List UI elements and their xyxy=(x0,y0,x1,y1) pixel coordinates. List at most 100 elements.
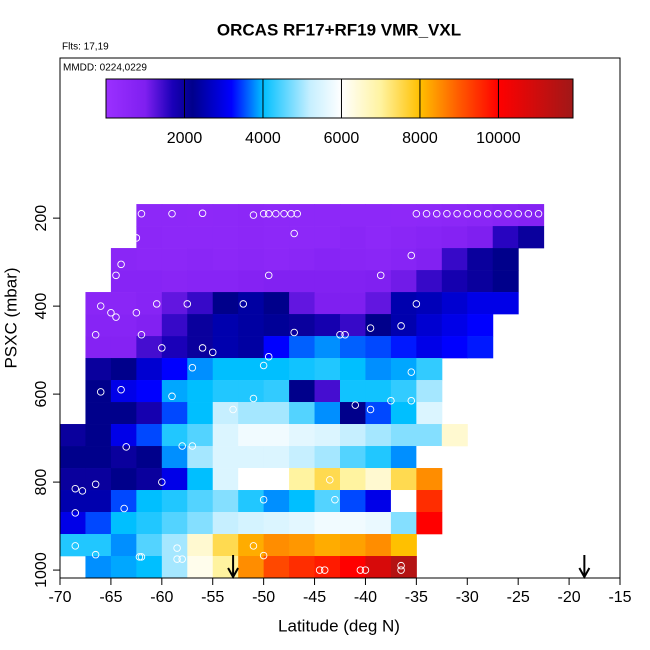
heat-cell xyxy=(212,424,239,447)
heat-cell xyxy=(136,446,163,469)
heat-cell xyxy=(85,512,112,535)
flight-point xyxy=(137,553,146,561)
heat-cell xyxy=(212,226,239,249)
heat-cell xyxy=(365,226,392,249)
y-axis-label: PSXC (mbar) xyxy=(1,267,20,368)
heat-cell xyxy=(136,534,163,557)
heat-cell xyxy=(314,270,341,293)
flight-point xyxy=(407,368,416,376)
axes: 2000 4000 6000 8000 10000 -70 -65 -60 -55 -50 -45 -… xyxy=(33,79,632,606)
heat-cell xyxy=(212,512,239,535)
heat-cell xyxy=(136,226,163,249)
flight-point xyxy=(78,487,87,495)
flight-point xyxy=(120,504,128,513)
heat-cell xyxy=(441,292,468,315)
heat-cell xyxy=(263,292,290,315)
heat-cell xyxy=(263,248,290,271)
heat-cell xyxy=(85,358,112,381)
heat-cell xyxy=(136,556,163,579)
heat-cell xyxy=(314,424,341,447)
flight-point xyxy=(158,478,166,486)
flight-point xyxy=(356,566,365,574)
heat-cell xyxy=(340,380,366,403)
heat-cell xyxy=(467,314,494,337)
heat-cell xyxy=(238,490,265,513)
flight-point xyxy=(168,392,176,401)
heat-cell xyxy=(390,204,417,227)
heat-cell xyxy=(187,402,214,425)
heat-cell xyxy=(263,314,290,337)
heat-cell xyxy=(110,336,137,359)
heat-cell xyxy=(390,314,417,337)
heat-cell xyxy=(161,556,188,579)
heat-cell xyxy=(340,226,366,249)
heat-cell xyxy=(161,512,188,535)
heat-cell xyxy=(340,292,366,315)
flight-point xyxy=(229,405,237,414)
flight-point xyxy=(76,388,85,396)
flight-point xyxy=(320,566,329,574)
heat-cell xyxy=(238,402,265,425)
heat-cell xyxy=(441,336,468,359)
heat-cell xyxy=(212,204,239,227)
heat-cell xyxy=(238,446,265,469)
flight-point xyxy=(91,330,100,339)
flight-point xyxy=(122,443,130,451)
heat-cell xyxy=(390,358,417,381)
heat-cell xyxy=(161,292,188,315)
flight-point xyxy=(376,271,385,280)
heat-cell xyxy=(289,292,316,315)
heat-cell xyxy=(289,204,316,227)
heat-cell xyxy=(390,446,417,469)
heat-cell xyxy=(187,424,214,447)
flight-point xyxy=(524,209,533,218)
flight-point xyxy=(259,361,268,370)
heat-cell xyxy=(340,314,366,337)
heat-cell xyxy=(340,358,366,381)
heat-cell xyxy=(263,424,290,447)
heat-cell xyxy=(136,336,163,359)
colorbar-tick-label: 10000 xyxy=(476,130,521,147)
heat-cell xyxy=(416,468,443,491)
heat-cell xyxy=(314,204,341,227)
heat-cell xyxy=(85,446,112,469)
heat-cell xyxy=(238,424,265,447)
flight-point xyxy=(264,209,273,218)
heat-cell xyxy=(390,490,417,513)
heat-cell xyxy=(187,270,214,293)
heat-cell xyxy=(110,512,137,535)
heat-cell xyxy=(314,446,341,469)
x-tick-label: -45 xyxy=(303,589,326,606)
heat-cell xyxy=(289,402,316,425)
heat-cell xyxy=(416,226,443,249)
flight-point xyxy=(91,480,100,489)
heat-cell xyxy=(110,534,137,557)
x-tick-label: -65 xyxy=(99,589,122,606)
heat-cell xyxy=(492,248,519,271)
flight-point xyxy=(280,209,288,218)
heat-cell xyxy=(518,226,545,249)
flight-point xyxy=(249,394,258,403)
heat-cell xyxy=(340,556,366,579)
heat-cell xyxy=(212,358,239,381)
heat-cell xyxy=(340,424,366,447)
heat-cell xyxy=(365,336,392,359)
y-tick-label: 400 xyxy=(33,293,50,320)
flight-point xyxy=(198,344,207,352)
heat-cell xyxy=(314,468,341,491)
heat-cell xyxy=(289,270,316,293)
heat-cell xyxy=(289,314,316,337)
flight-point xyxy=(264,352,273,361)
heat-cell xyxy=(136,292,163,315)
flight-point xyxy=(112,271,120,280)
flight-point xyxy=(137,330,146,339)
flight-point xyxy=(272,209,280,218)
heat-cell xyxy=(365,248,392,271)
flight-point xyxy=(188,363,197,372)
heat-cell xyxy=(365,446,392,469)
heat-cell xyxy=(238,380,265,403)
flight-point xyxy=(483,209,492,218)
flight-point xyxy=(422,209,431,218)
heat-cell xyxy=(60,468,86,491)
